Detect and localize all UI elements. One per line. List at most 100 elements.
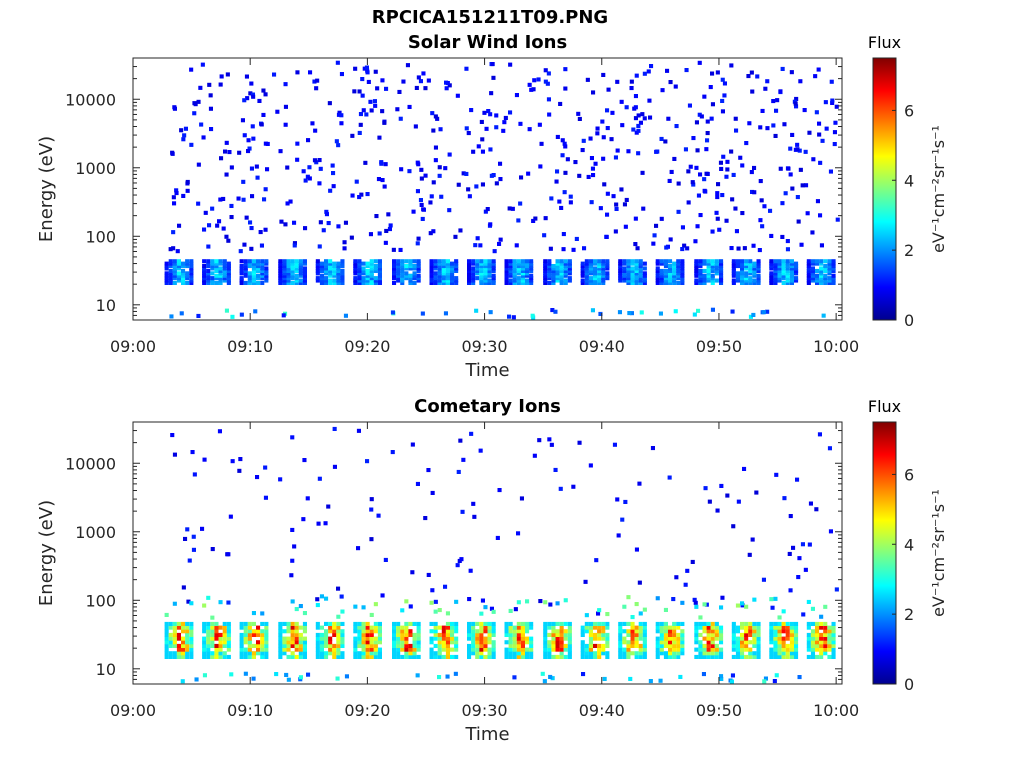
- flux-pixel: [181, 261, 186, 266]
- flux-pixel: [239, 312, 244, 317]
- flux-pixel: [512, 636, 517, 641]
- flux-pixel: [707, 499, 712, 504]
- flux-pixel: [630, 276, 635, 281]
- flux-pixel: [429, 636, 434, 641]
- flux-pixel: [729, 679, 734, 684]
- flux-pixel: [189, 266, 194, 271]
- flux-pixel: [831, 264, 836, 269]
- flux-pixel: [663, 607, 668, 612]
- flux-pixel: [740, 259, 745, 264]
- flux-pixel: [622, 636, 627, 641]
- flux-pixel: [471, 636, 476, 641]
- flux-pixel: [286, 625, 291, 630]
- flux-pixel: [680, 273, 685, 278]
- flux-pixel: [803, 149, 808, 154]
- x-axis-label: Time: [464, 360, 509, 381]
- flux-pixel: [261, 88, 266, 93]
- flux-pixel: [560, 138, 565, 143]
- flux-pixel: [487, 268, 492, 273]
- flux-pixel: [164, 632, 169, 637]
- flux-pixel: [714, 278, 719, 283]
- flux-pixel: [827, 280, 832, 285]
- flux-pixel: [332, 280, 337, 285]
- flux-pixel: [543, 632, 548, 637]
- flux-pixel: [504, 640, 509, 645]
- flux-pixel: [731, 621, 736, 626]
- flux-pixel: [730, 309, 735, 314]
- flux-pixel: [217, 219, 222, 224]
- flux-pixel: [630, 632, 635, 637]
- flux-pixel: [404, 654, 409, 659]
- flux-pixel: [390, 450, 395, 455]
- flux-pixel: [516, 629, 521, 634]
- flux-pixel: [748, 280, 753, 285]
- flux-pixel: [815, 261, 820, 266]
- flux-pixel: [781, 640, 786, 645]
- flux-pixel: [218, 271, 223, 276]
- flux-pixel: [471, 280, 476, 285]
- flux-pixel: [614, 206, 619, 211]
- flux-pixel: [634, 636, 639, 641]
- x-tick-label: 09:20: [344, 337, 390, 356]
- flux-pixel: [620, 123, 625, 128]
- flux-pixel: [731, 654, 736, 659]
- flux-pixel: [729, 63, 734, 68]
- flux-pixel: [416, 632, 421, 637]
- flux-pixel: [584, 625, 589, 630]
- flux-pixel: [444, 80, 449, 85]
- flux-pixel: [497, 488, 502, 493]
- flux-pixel: [282, 271, 287, 276]
- flux-pixel: [835, 217, 840, 222]
- flux-pixel: [529, 647, 534, 652]
- flux-pixel: [752, 165, 757, 170]
- flux-pixel: [695, 224, 700, 229]
- flux-pixel: [450, 261, 455, 266]
- flux-pixel: [622, 621, 627, 626]
- flux-pixel: [814, 507, 819, 512]
- flux-pixel: [200, 526, 205, 531]
- flux-pixel: [551, 632, 556, 637]
- flux-pixel: [698, 259, 703, 264]
- flux-pixel: [164, 643, 169, 648]
- flux-pixel: [172, 632, 177, 637]
- flux-pixel: [702, 636, 707, 641]
- flux-pixel: [286, 621, 291, 626]
- flux-pixel: [373, 643, 378, 648]
- flux-pixel: [512, 276, 517, 281]
- flux-pixel: [668, 264, 673, 269]
- flux-pixel: [264, 625, 269, 630]
- flux-pixel: [260, 654, 265, 659]
- flux-pixel: [278, 271, 283, 276]
- flux-pixel: [789, 264, 794, 269]
- flux-pixel: [605, 261, 610, 266]
- flux-pixel: [400, 264, 405, 269]
- flux-pixel: [806, 271, 811, 276]
- flux-pixel: [796, 575, 801, 580]
- flux-pixel: [307, 176, 312, 181]
- flux-pixel: [655, 654, 660, 659]
- flux-pixel: [290, 636, 295, 641]
- flux-pixel: [759, 198, 764, 203]
- flux-pixel: [546, 71, 551, 76]
- flux-pixel: [611, 194, 616, 199]
- flux-pixel: [222, 651, 227, 656]
- flux-pixel: [702, 273, 707, 278]
- flux-pixel: [714, 636, 719, 641]
- flux-pixel: [705, 131, 710, 136]
- flux-pixel: [181, 651, 186, 656]
- flux-pixel: [773, 625, 778, 630]
- flux-pixel: [483, 605, 488, 610]
- flux-pixel: [584, 629, 589, 634]
- flux-pixel: [731, 647, 736, 652]
- flux-pixel: [392, 636, 397, 641]
- flux-pixel: [404, 273, 409, 278]
- flux-pixel: [622, 629, 627, 634]
- flux-pixel: [513, 607, 518, 612]
- flux-pixel: [278, 651, 283, 656]
- flux-pixel: [529, 621, 534, 626]
- flux-pixel: [295, 157, 300, 162]
- flux-pixel: [239, 259, 244, 264]
- flux-pixel: [703, 486, 708, 491]
- flux-pixel: [429, 264, 434, 269]
- flux-pixel: [491, 264, 496, 269]
